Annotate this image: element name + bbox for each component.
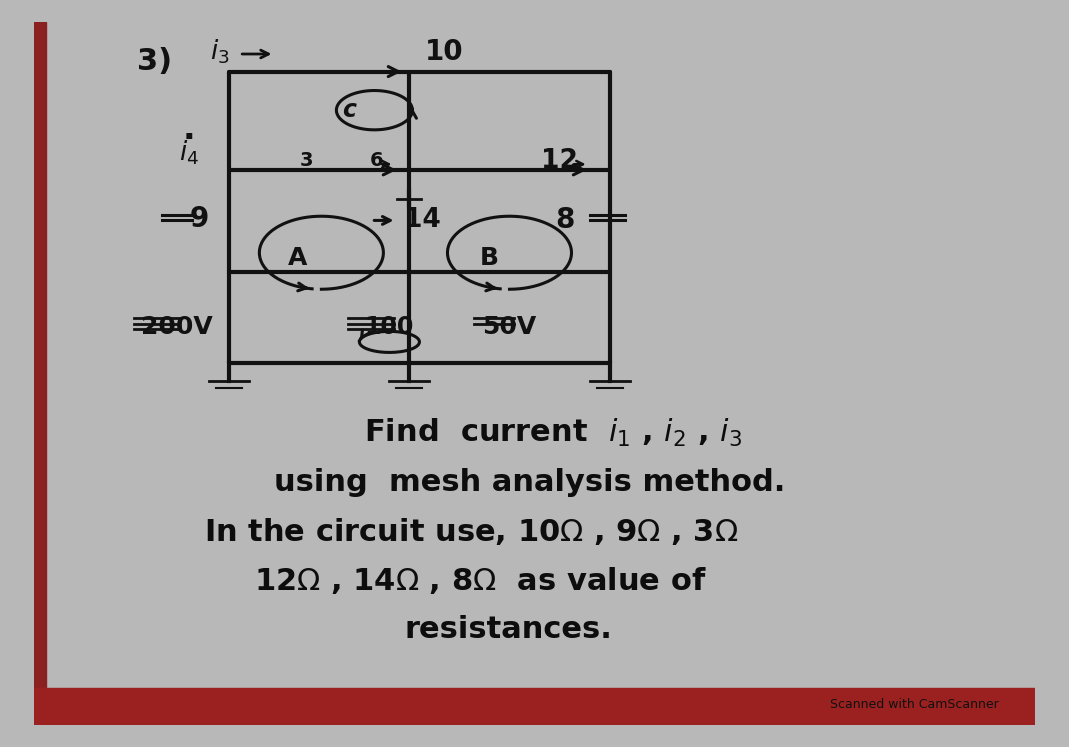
Text: $i_4$: $i_4$	[180, 138, 199, 167]
Text: 9: 9	[189, 205, 208, 233]
Text: 100: 100	[365, 315, 414, 339]
Text: 10: 10	[425, 38, 464, 66]
Text: A: A	[288, 246, 307, 270]
Text: 8: 8	[555, 206, 574, 235]
Text: 200V: 200V	[141, 315, 213, 339]
Text: c: c	[342, 98, 356, 123]
Text: using  mesh analysis method.: using mesh analysis method.	[275, 468, 786, 497]
Text: 12$\Omega$ , 14$\Omega$ , 8$\Omega$  as value of: 12$\Omega$ , 14$\Omega$ , 8$\Omega$ as v…	[254, 565, 707, 596]
Text: $i_3$: $i_3$	[210, 37, 229, 66]
Text: B: B	[480, 246, 499, 270]
Text: Find  current  $i_1$ , $i_2$ , $i_3$: Find current $i_1$ , $i_2$ , $i_3$	[365, 417, 742, 449]
Bar	[34, 688, 1035, 725]
Text: 12: 12	[541, 148, 578, 174]
Text: 14: 14	[404, 208, 440, 233]
Text: resistances.: resistances.	[404, 616, 613, 645]
Text: 50V: 50V	[482, 315, 537, 339]
Text: 6: 6	[370, 151, 383, 170]
Text: Scanned with CamScanner: Scanned with CamScanner	[831, 698, 1000, 711]
Text: 3: 3	[299, 151, 313, 170]
Text: In the circuit use, 10$\Omega$ , 9$\Omega$ , 3$\Omega$: In the circuit use, 10$\Omega$ , 9$\Omeg…	[204, 516, 739, 547]
Text: 3): 3)	[137, 46, 172, 75]
Bar	[34, 22, 46, 725]
Text: ·: ·	[183, 122, 196, 155]
